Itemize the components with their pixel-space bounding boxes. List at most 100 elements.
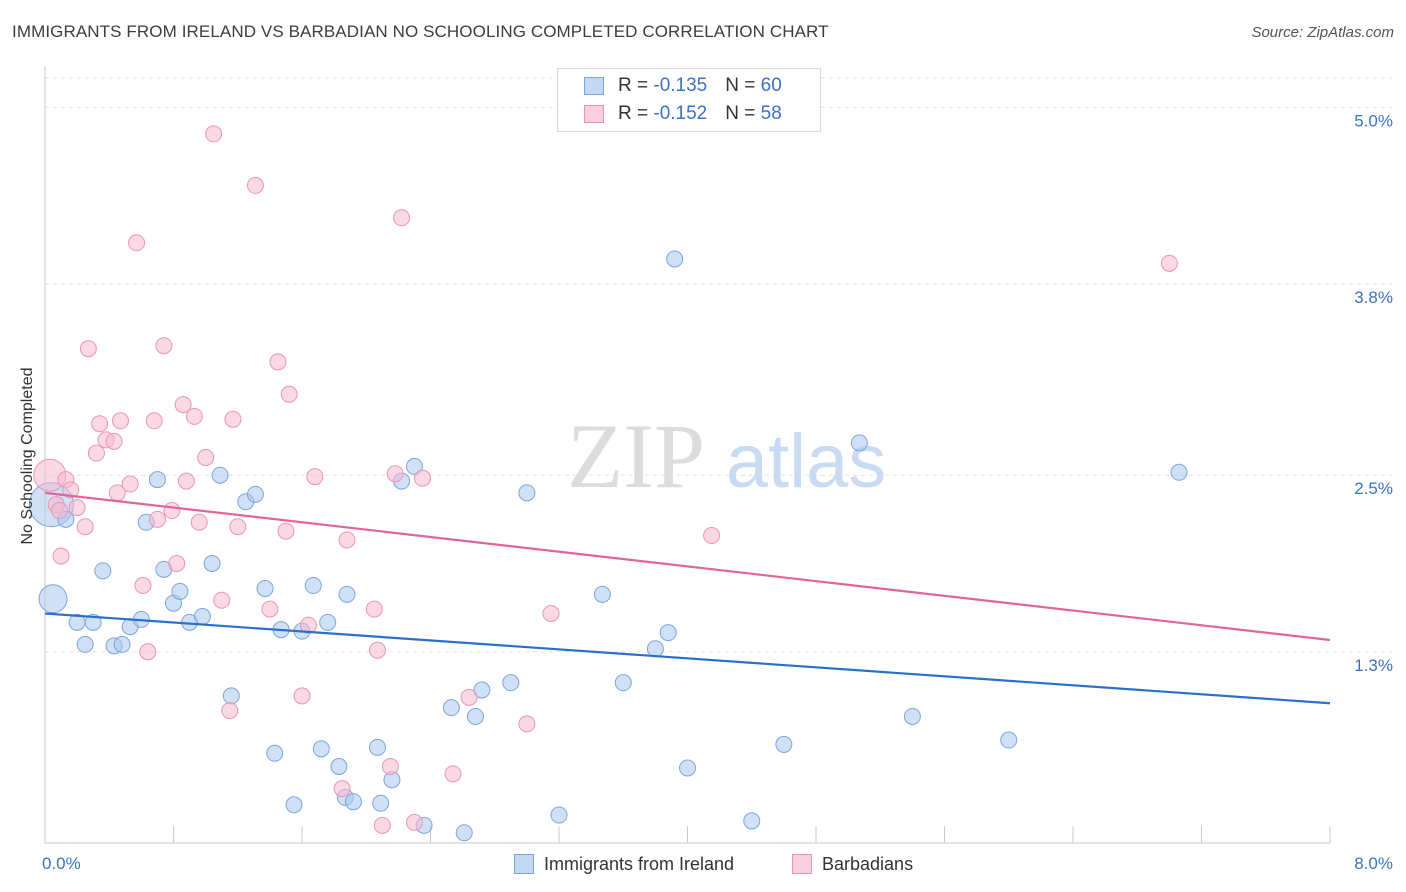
y-axis-label: No Schooling Completed (19, 367, 36, 545)
point-ireland (502, 674, 520, 692)
watermark-zip: ZIP (567, 405, 705, 507)
point-barbadians (79, 340, 97, 358)
point-ireland (442, 699, 460, 717)
point-ireland (304, 577, 322, 595)
point-barbadians (111, 412, 129, 430)
point-ireland (1000, 731, 1018, 749)
grid-lines (45, 77, 1392, 653)
point-barbadians (246, 176, 264, 194)
point-ireland (646, 640, 664, 658)
point-ireland (518, 484, 536, 502)
point-barbadians (365, 600, 383, 618)
point-barbadians (121, 475, 139, 493)
legend-r-value-ireland: -0.135 (653, 75, 708, 96)
point-ireland (614, 674, 632, 692)
point-barbadians (333, 780, 351, 798)
x-tick-label-max: 8.0% (1354, 854, 1393, 873)
point-barbadians (168, 554, 186, 572)
y-tick-label: 5.0% (1354, 111, 1393, 130)
point-barbadians (50, 502, 68, 520)
point-barbadians (413, 469, 431, 487)
point-ireland (203, 554, 221, 572)
bottom-legend-label-ireland: Immigrants from Ireland (544, 853, 735, 874)
point-ireland (743, 812, 761, 830)
point-barbadians (368, 641, 386, 659)
point-ireland (256, 579, 274, 597)
point-ireland (38, 584, 68, 614)
bottom-legend-barbadians: Barbadians (792, 852, 913, 876)
point-barbadians (269, 353, 287, 371)
point-barbadians (1160, 254, 1178, 272)
point-barbadians (87, 444, 105, 462)
bottom-legend-label-barbadians: Barbadians (822, 853, 914, 874)
point-barbadians (205, 125, 223, 143)
legend-swatch-ireland (584, 77, 604, 95)
bottom-legend-ireland: Immigrants from Ireland (514, 852, 734, 876)
legend-r-label: R = (618, 75, 654, 96)
point-barbadians (277, 522, 295, 540)
legend-row-ireland: R = -0.135 N = 60 (584, 73, 782, 99)
point-barbadians (542, 605, 560, 622)
point-ireland (550, 806, 568, 824)
point-ireland (94, 562, 112, 580)
point-ireland (473, 681, 491, 699)
bottom-legend-swatch-ireland (514, 854, 534, 874)
point-barbadians (62, 481, 80, 499)
legend-r-label: R = (618, 103, 654, 124)
legend-n-value-barbadians: 58 (760, 103, 782, 124)
point-ireland (76, 635, 94, 653)
legend-n-value-ireland: 60 (760, 75, 782, 96)
point-barbadians (261, 600, 279, 618)
y-tick-label: 1.3% (1354, 656, 1393, 675)
point-barbadians (134, 577, 152, 595)
point-barbadians (280, 385, 298, 403)
bottom-legend-swatch-barbadians (792, 854, 812, 874)
point-ireland (338, 585, 356, 603)
point-barbadians (405, 813, 423, 831)
point-barbadians (185, 407, 203, 425)
point-ireland (903, 707, 921, 725)
trend-line-barbadians (44, 491, 1331, 642)
point-barbadians (76, 518, 94, 536)
point-barbadians (163, 502, 181, 520)
point-barbadians (128, 234, 146, 252)
point-ireland (84, 613, 102, 631)
point-ireland (455, 824, 473, 842)
point-ireland (466, 707, 484, 725)
point-ireland (246, 485, 264, 503)
point-ireland (666, 250, 684, 268)
point-ireland (330, 758, 348, 775)
point-barbadians (174, 396, 192, 414)
point-barbadians (91, 415, 109, 433)
point-barbadians (703, 527, 721, 545)
point-barbadians (105, 432, 123, 450)
point-barbadians (299, 616, 317, 634)
point-barbadians (190, 513, 208, 531)
watermark-atlas: atlas (726, 419, 887, 504)
point-ireland (372, 794, 390, 812)
legend-r-value-barbadians: -0.152 (653, 103, 708, 124)
point-ireland (368, 738, 386, 756)
point-barbadians (148, 510, 166, 528)
point-barbadians (393, 209, 411, 227)
point-ireland (1170, 463, 1188, 481)
point-barbadians (229, 518, 247, 536)
point-barbadians (518, 715, 536, 733)
point-ireland (266, 744, 284, 762)
point-barbadians (213, 591, 231, 609)
point-ireland (405, 457, 423, 475)
point-ireland (850, 434, 868, 452)
point-ireland (211, 466, 229, 484)
point-barbadians (52, 547, 70, 565)
point-barbadians (155, 337, 173, 355)
axes (44, 66, 1331, 844)
point-barbadians (293, 687, 311, 705)
trend-lines (44, 491, 1331, 705)
legend-swatch-barbadians (584, 105, 604, 123)
watermark: ZIP atlas (567, 405, 886, 507)
point-barbadians (338, 531, 356, 549)
point-barbadians (460, 688, 478, 706)
point-ireland (593, 585, 611, 603)
x-tick-labels: 0.0% 8.0% (42, 854, 1393, 873)
